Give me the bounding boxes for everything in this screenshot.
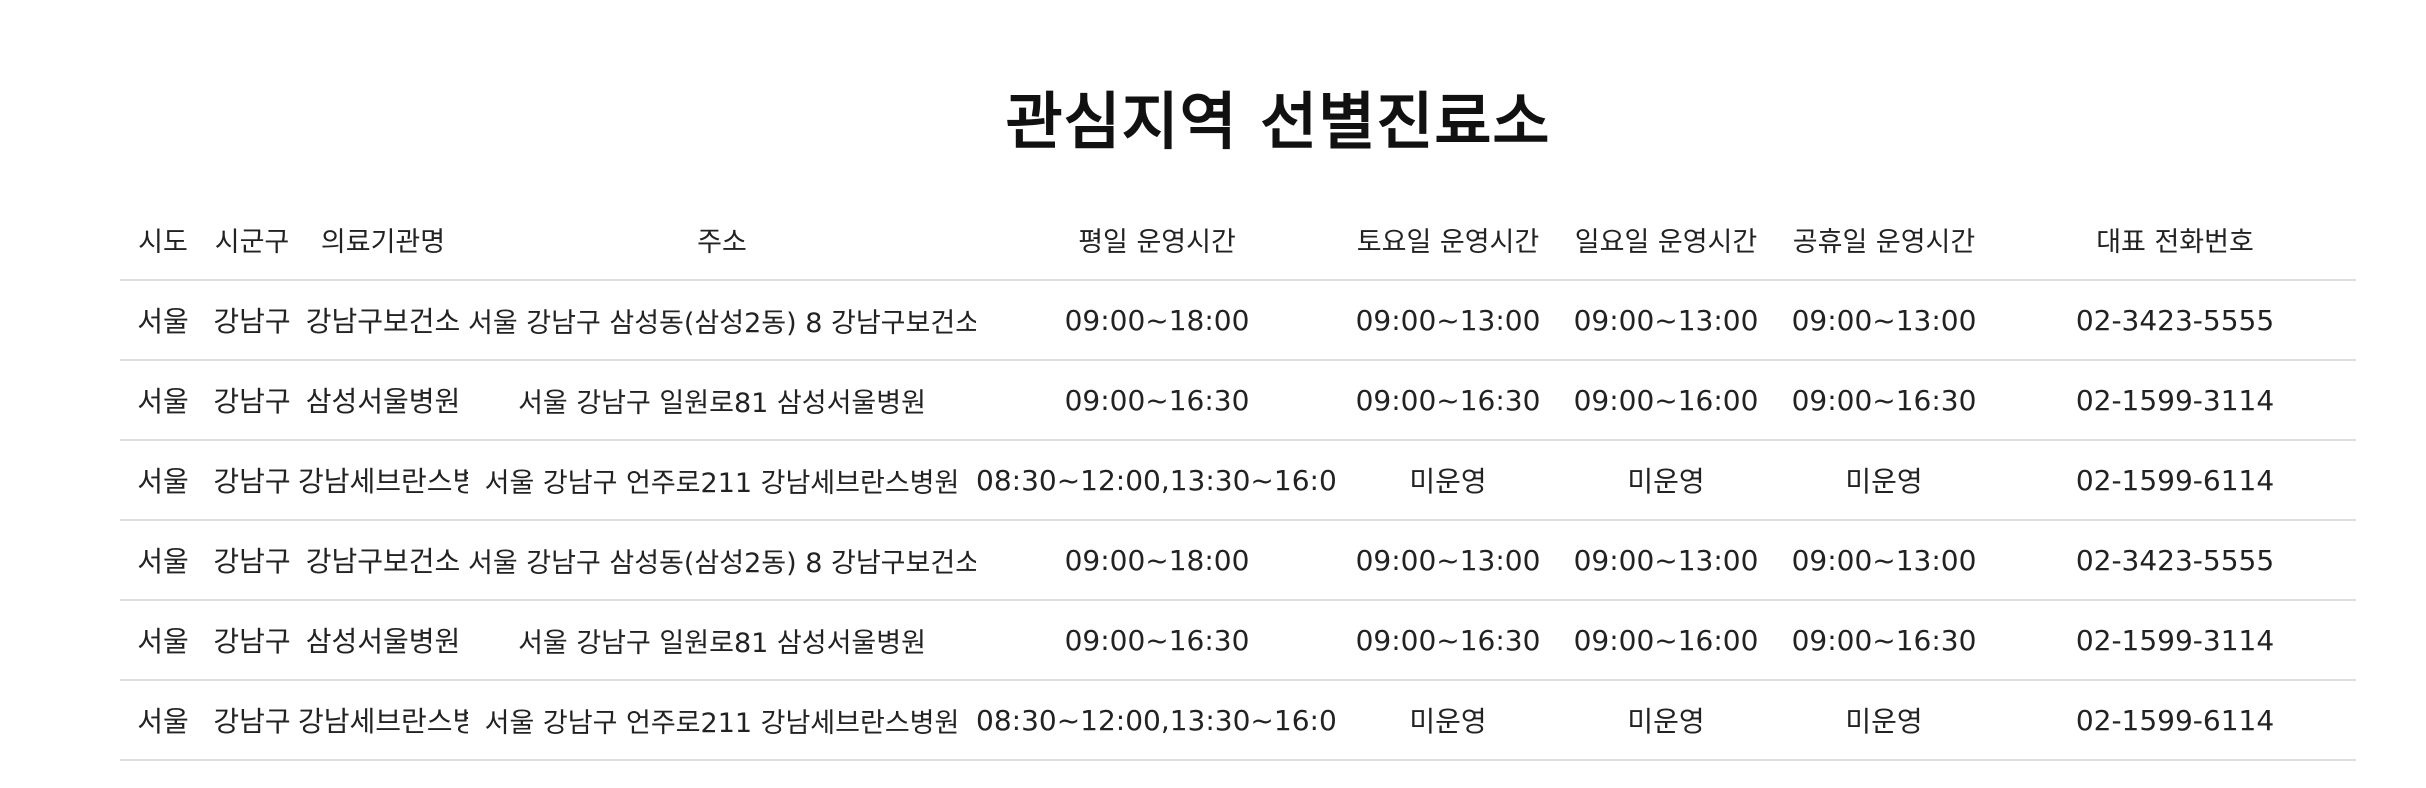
cell-address: 서울 강남구 일원로81 삼성서울병원 [468, 360, 976, 441]
screening-clinic-table: 시도 시군구 의료기관명 주소 평일 운영시간 토요일 운영시간 일요일 운영시… [120, 200, 2356, 761]
cell-sunday-hours: 미운영 [1558, 440, 1774, 521]
cell-phone: 02-1599-3114 [1994, 360, 2356, 441]
table-row: 서울 강남구 강남세브란스병원 서울 강남구 언주로211 강남세브란스병원 0… [120, 680, 2356, 761]
cell-weekday-hours: 09:00~18:00 [976, 280, 1338, 361]
cell-district: 강남구 [206, 680, 298, 761]
cell-address: 서울 강남구 언주로211 강남세브란스병원 [468, 440, 976, 521]
cell-phone: 02-3423-5555 [1994, 520, 2356, 601]
cell-saturday-hours: 09:00~16:30 [1338, 360, 1558, 441]
cell-holiday-hours: 09:00~16:30 [1774, 600, 1994, 681]
cell-district: 강남구 [206, 600, 298, 681]
cell-phone: 02-1599-6114 [1994, 440, 2356, 521]
cell-weekday-hours: 09:00~18:00 [976, 520, 1338, 601]
cell-holiday-hours: 미운영 [1774, 680, 1994, 761]
cell-institution: 강남세브란스병원 [298, 440, 468, 521]
table-row: 서울 강남구 강남구보건소 서울 강남구 삼성동(삼성2동) 8 강남구보건소 … [120, 520, 2356, 601]
column-header-district: 시군구 [206, 200, 298, 281]
cell-institution: 강남구보건소 [298, 280, 468, 361]
cell-sunday-hours: 09:00~16:00 [1558, 360, 1774, 441]
cell-address: 서울 강남구 삼성동(삼성2동) 8 강남구보건소 [468, 520, 976, 601]
cell-weekday-hours: 08:30~12:00,13:30~16:00 [976, 680, 1338, 761]
cell-institution: 강남세브란스병원 [298, 680, 468, 761]
table-row: 서울 강남구 강남구보건소 서울 강남구 삼성동(삼성2동) 8 강남구보건소 … [120, 280, 2356, 361]
column-header-phone: 대표 전화번호 [1994, 200, 2356, 281]
column-header-sunday-hours: 일요일 운영시간 [1558, 200, 1774, 281]
column-header-weekday-hours: 평일 운영시간 [976, 200, 1338, 281]
cell-district: 강남구 [206, 440, 298, 521]
cell-weekday-hours: 08:30~12:00,13:30~16:00 [976, 440, 1338, 521]
cell-province: 서울 [120, 280, 206, 361]
cell-phone: 02-1599-3114 [1994, 600, 2356, 681]
table-header-row: 시도 시군구 의료기관명 주소 평일 운영시간 토요일 운영시간 일요일 운영시… [120, 200, 2356, 281]
cell-address: 서울 강남구 일원로81 삼성서울병원 [468, 600, 976, 681]
table-row: 서울 강남구 삼성서울병원 서울 강남구 일원로81 삼성서울병원 09:00~… [120, 600, 2356, 681]
table-row: 서울 강남구 삼성서울병원 서울 강남구 일원로81 삼성서울병원 09:00~… [120, 360, 2356, 441]
cell-phone: 02-1599-6114 [1994, 680, 2356, 761]
cell-province: 서울 [120, 440, 206, 521]
cell-province: 서울 [120, 680, 206, 761]
cell-holiday-hours: 09:00~16:30 [1774, 360, 1994, 441]
cell-sunday-hours: 09:00~13:00 [1558, 520, 1774, 601]
cell-saturday-hours: 09:00~13:00 [1338, 280, 1558, 361]
cell-district: 강남구 [206, 360, 298, 441]
column-header-province: 시도 [120, 200, 206, 281]
cell-province: 서울 [120, 600, 206, 681]
cell-address: 서울 강남구 언주로211 강남세브란스병원 [468, 680, 976, 761]
cell-saturday-hours: 미운영 [1338, 680, 1558, 761]
cell-holiday-hours: 09:00~13:00 [1774, 520, 1994, 601]
page-title: 관심지역 선별진료소 [1005, 85, 1551, 158]
cell-sunday-hours: 미운영 [1558, 680, 1774, 761]
cell-weekday-hours: 09:00~16:30 [976, 600, 1338, 681]
column-header-address: 주소 [468, 200, 976, 281]
cell-sunday-hours: 09:00~16:00 [1558, 600, 1774, 681]
cell-institution: 강남구보건소 [298, 520, 468, 601]
cell-saturday-hours: 09:00~13:00 [1338, 520, 1558, 601]
cell-saturday-hours: 09:00~16:30 [1338, 600, 1558, 681]
cell-institution: 삼성서울병원 [298, 360, 468, 441]
cell-holiday-hours: 09:00~13:00 [1774, 280, 1994, 361]
cell-phone: 02-3423-5555 [1994, 280, 2356, 361]
column-header-saturday-hours: 토요일 운영시간 [1338, 200, 1558, 281]
cell-institution: 삼성서울병원 [298, 600, 468, 681]
cell-holiday-hours: 미운영 [1774, 440, 1994, 521]
table-row: 서울 강남구 강남세브란스병원 서울 강남구 언주로211 강남세브란스병원 0… [120, 440, 2356, 521]
cell-district: 강남구 [206, 280, 298, 361]
cell-district: 강남구 [206, 520, 298, 601]
column-header-holiday-hours: 공휴일 운영시간 [1774, 200, 1994, 281]
column-header-institution: 의료기관명 [298, 200, 468, 281]
cell-sunday-hours: 09:00~13:00 [1558, 280, 1774, 361]
cell-weekday-hours: 09:00~16:30 [976, 360, 1338, 441]
cell-province: 서울 [120, 520, 206, 601]
cell-province: 서울 [120, 360, 206, 441]
cell-address: 서울 강남구 삼성동(삼성2동) 8 강남구보건소 [468, 280, 976, 361]
cell-saturday-hours: 미운영 [1338, 440, 1558, 521]
